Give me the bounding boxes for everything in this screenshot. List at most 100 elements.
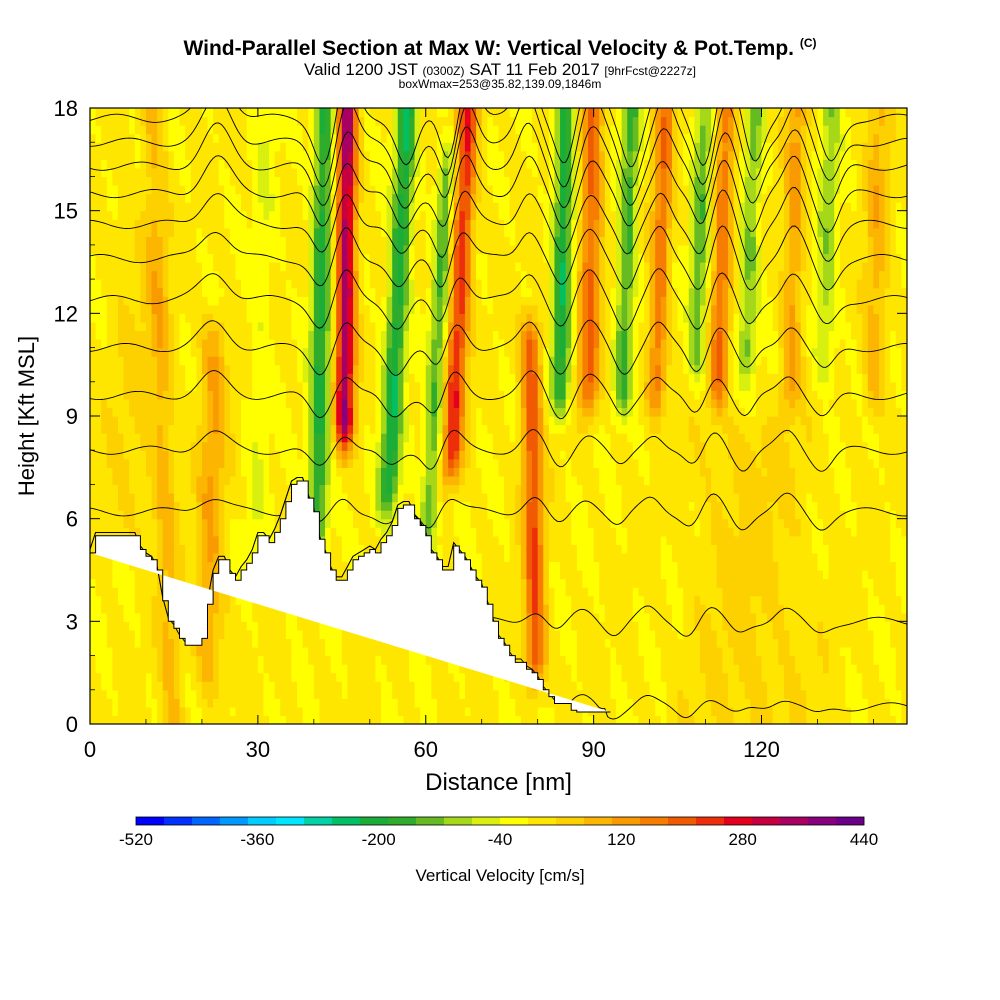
velocity-cell [806, 193, 813, 203]
velocity-cell [548, 664, 572, 674]
velocity-cell [341, 142, 354, 152]
velocity-cell [811, 253, 819, 263]
velocity-cell [263, 484, 270, 494]
velocity-cell [274, 202, 281, 212]
velocity-cell [895, 518, 907, 528]
velocity-cell [464, 210, 472, 220]
velocity-cell [453, 219, 460, 229]
velocity-cell [347, 253, 354, 263]
velocity-cell [548, 244, 556, 255]
velocity-cell [168, 629, 181, 640]
velocity-cell [588, 133, 595, 143]
velocity-cell [341, 544, 365, 554]
velocity-cell [588, 244, 595, 255]
velocity-cell [280, 262, 287, 272]
velocity-cell [403, 287, 410, 297]
velocity-cell [392, 287, 399, 297]
velocity-cell [638, 381, 645, 391]
velocity-cell [369, 150, 393, 160]
velocity-cell [442, 339, 449, 349]
velocity-cell [660, 185, 667, 195]
velocity-cell [297, 356, 304, 366]
velocity-cell [442, 407, 449, 417]
velocity-cell [604, 604, 634, 614]
velocity-cell [649, 381, 656, 391]
velocity-cell [638, 647, 662, 657]
velocity-cell [671, 356, 684, 366]
velocity-cell [755, 364, 768, 374]
velocity-cell [560, 321, 567, 332]
velocity-cell [207, 236, 231, 246]
velocity-cell [229, 176, 253, 186]
velocity-cell [151, 339, 158, 349]
velocity-cell [588, 518, 612, 528]
velocity-cell [789, 339, 796, 349]
velocity-cell [588, 321, 595, 332]
velocity-cell [716, 133, 723, 143]
velocity-cell [727, 304, 735, 314]
velocity-cell [755, 458, 763, 468]
velocity-cell [464, 167, 472, 178]
velocity-cell [571, 604, 595, 614]
velocity-cell [364, 193, 376, 203]
velocity-cell [744, 313, 757, 323]
velocity-cell [526, 373, 539, 383]
velocity-cell [498, 373, 516, 383]
velocity-cell [537, 510, 544, 520]
velocity-cell [873, 262, 886, 272]
velocity-cell [716, 638, 729, 648]
velocity-cell [588, 167, 595, 178]
velocity-cell [548, 287, 556, 297]
velocity-cell [95, 321, 108, 332]
velocity-cell [537, 364, 544, 374]
velocity-cell [873, 424, 907, 434]
velocity-cell [436, 698, 500, 708]
velocity-cell [464, 219, 472, 229]
velocity-cell [778, 159, 785, 169]
velocity-cell [537, 493, 544, 503]
velocity-cell [588, 270, 595, 280]
velocity-cell [683, 313, 690, 323]
velocity-cell [767, 467, 796, 477]
velocity-cell [515, 313, 528, 323]
velocity-cell [145, 167, 169, 178]
velocity-cell [778, 330, 785, 340]
velocity-cell [252, 510, 265, 520]
velocity-cell [353, 287, 360, 297]
velocity-cell [884, 167, 891, 178]
velocity-cell [817, 561, 830, 571]
velocity-cell [554, 210, 561, 220]
velocity-cell [890, 706, 902, 717]
velocity-cell [828, 287, 835, 297]
velocity-cell [705, 262, 712, 272]
velocity-cell [576, 150, 584, 160]
velocity-cell [386, 467, 393, 477]
velocity-cell [867, 587, 875, 597]
velocity-cell [297, 698, 321, 708]
velocity-cell [207, 381, 220, 391]
velocity-cell [638, 339, 645, 349]
velocity-cell [856, 176, 863, 186]
velocity-cell [744, 159, 751, 169]
velocity-cell [621, 202, 628, 212]
velocity-cell [380, 475, 388, 486]
velocity-cell [520, 407, 528, 417]
velocity-cell [711, 185, 718, 195]
velocity-cell [476, 262, 488, 272]
velocity-cell [543, 347, 550, 357]
velocity-cell [851, 475, 880, 486]
velocity-cell [532, 544, 539, 554]
velocity-cell [470, 202, 477, 212]
velocity-cell [599, 313, 606, 323]
velocity-cell [509, 202, 544, 212]
velocity-cell [157, 450, 169, 460]
velocity-cell [425, 381, 432, 391]
velocity-cell [476, 159, 483, 169]
velocity-cell [716, 236, 729, 246]
velocity-cell [330, 210, 337, 220]
velocity-cell [459, 133, 466, 143]
velocity-cell [134, 629, 141, 640]
velocity-cell [666, 373, 690, 383]
velocity-cell [515, 364, 522, 374]
velocity-cell [537, 330, 544, 340]
